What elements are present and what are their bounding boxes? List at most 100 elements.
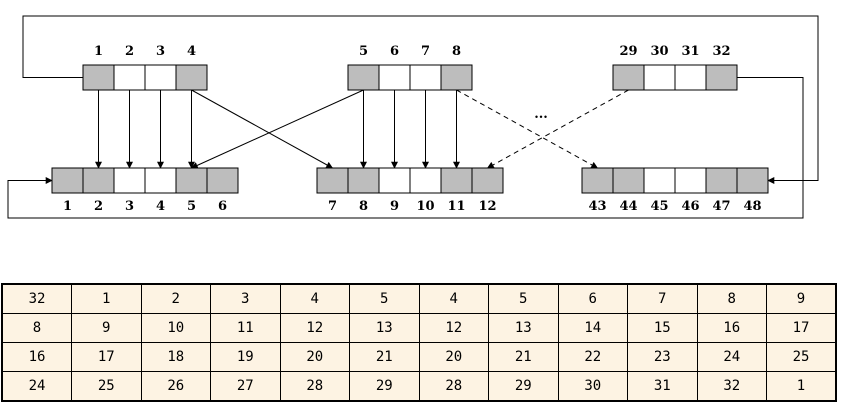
bottom-block-label: 4 [156, 199, 165, 214]
table-cell: 16 [1, 342, 72, 372]
top-block-cell [378, 64, 411, 91]
table-cell: 21 [349, 342, 420, 372]
cells [51, 64, 769, 194]
bottom-block-label: 47 [712, 199, 730, 214]
table-cell: 2 [140, 283, 211, 314]
ellipsis-text: ... [534, 107, 548, 122]
top-block-label: 3 [156, 44, 165, 59]
table-cell: 14 [557, 313, 628, 343]
bottom-block-label: 2 [94, 199, 103, 214]
bottom-block-cell [113, 167, 146, 194]
table-cell: 32 [696, 371, 767, 402]
top-block-cell [113, 64, 146, 91]
table-cell: 30 [557, 371, 628, 402]
bottom-block-label: 46 [681, 199, 699, 214]
table-row: 32 1 2 3 4 5 4 5 6 7 8 9 [1, 283, 837, 314]
bottom-block-cell [347, 167, 380, 194]
top-block-cell [82, 64, 115, 91]
table-cell: 29 [488, 371, 559, 402]
expansion-table: 32 1 2 3 4 5 4 5 6 7 8 9 8 9 10 11 12 13 12 13 14 15 16 17 16 17 1… [1, 283, 837, 402]
table-cell: 25 [71, 371, 142, 402]
bottom-block-label: 8 [359, 199, 368, 214]
bottom-block-cell [581, 167, 614, 194]
top-block-label: 5 [359, 44, 368, 59]
table-row: 8 9 10 11 12 13 12 13 14 15 16 17 [1, 313, 837, 343]
bottom-block-label: 45 [650, 199, 668, 214]
table-cell: 29 [349, 371, 420, 402]
bottom-block-label: 3 [125, 199, 134, 214]
table-cell: 4 [279, 283, 350, 314]
table-cell: 20 [279, 342, 350, 372]
connectors [7, 15, 819, 219]
top-block-label: 7 [421, 44, 430, 59]
table-cell: 26 [140, 371, 211, 402]
top-block-label: 29 [619, 44, 637, 59]
top-block-cell [175, 64, 208, 91]
wraparound-arrow [22, 15, 819, 184]
bottom-block-label: 12 [478, 199, 496, 214]
table-cell: 17 [766, 313, 837, 343]
table-cell: 1 [766, 371, 837, 402]
bottom-block-cell [736, 167, 769, 194]
table-cell: 7 [627, 283, 698, 314]
table-cell: 20 [418, 342, 489, 372]
table-row: 16 17 18 19 20 21 20 21 22 23 24 25 [1, 342, 837, 372]
top-block-label: 32 [712, 44, 730, 59]
table-cell: 22 [557, 342, 628, 372]
table-cell: 13 [488, 313, 559, 343]
table-cell: 6 [557, 283, 628, 314]
top-block-label: 30 [650, 44, 668, 59]
bottom-block-cell [206, 167, 239, 194]
bottom-block-cell [82, 167, 115, 194]
bottom-block-label: 43 [588, 199, 606, 214]
table-cell: 12 [279, 313, 350, 343]
table-cell: 16 [696, 313, 767, 343]
bottom-block-label: 48 [743, 199, 761, 214]
table-cell: 19 [210, 342, 281, 372]
bottom-block-cell [643, 167, 676, 194]
table-cell: 17 [71, 342, 142, 372]
bottom-block-cell [144, 167, 177, 194]
top-block-label: 2 [125, 44, 134, 59]
top-block-cell [612, 64, 645, 91]
top-block-label: 1 [94, 44, 103, 59]
table-cell: 13 [349, 313, 420, 343]
top-block-label: 31 [681, 44, 699, 59]
bottom-block-cell [378, 167, 411, 194]
bottom-block-cell [612, 167, 645, 194]
table-cell: 32 [1, 283, 72, 314]
expansion-table-body: 32 1 2 3 4 5 4 5 6 7 8 9 8 9 10 11 12 13 12 13 14 15 16 17 16 17 1… [1, 283, 837, 402]
table-cell: 15 [627, 313, 698, 343]
table-cell: 12 [418, 313, 489, 343]
table-cell: 9 [71, 313, 142, 343]
table-cell: 28 [279, 371, 350, 402]
bottom-block-cell [175, 167, 208, 194]
table-cell: 10 [140, 313, 211, 343]
wraparound-arrow [7, 77, 804, 219]
top-block-label: 4 [187, 44, 196, 59]
table-cell: 25 [766, 342, 837, 372]
mapping-arrow [190, 89, 364, 169]
table-cell: 11 [210, 313, 281, 343]
bottom-block-cell [316, 167, 349, 194]
mapping-arrow-dashed [456, 89, 599, 169]
top-block-cell [144, 64, 177, 91]
bottom-block-cell [440, 167, 473, 194]
top-block-label: 6 [390, 44, 399, 59]
bottom-block-cell [705, 167, 738, 194]
bottom-block-cell [471, 167, 504, 194]
table-cell: 8 [696, 283, 767, 314]
table-row: 24 25 26 27 28 29 28 29 30 31 32 1 [1, 371, 837, 402]
bottom-block-label: 5 [187, 199, 196, 214]
table-cell: 3 [210, 283, 281, 314]
table-cell: 28 [418, 371, 489, 402]
expansion-diagram: 1 2 3 4 5 6 7 8 29 30 31 321 2 3 4 5 6 7 8 9 10 11 12 43 44 45 46 4… [7, 15, 819, 219]
table-cell: 24 [696, 342, 767, 372]
table-cell: 21 [488, 342, 559, 372]
bottom-block-label: 11 [447, 199, 465, 214]
bottom-block-cell [409, 167, 442, 194]
table-cell: 18 [140, 342, 211, 372]
top-block-cell [440, 64, 473, 91]
bottom-block-label: 10 [416, 199, 434, 214]
top-block-label: 8 [452, 44, 461, 59]
